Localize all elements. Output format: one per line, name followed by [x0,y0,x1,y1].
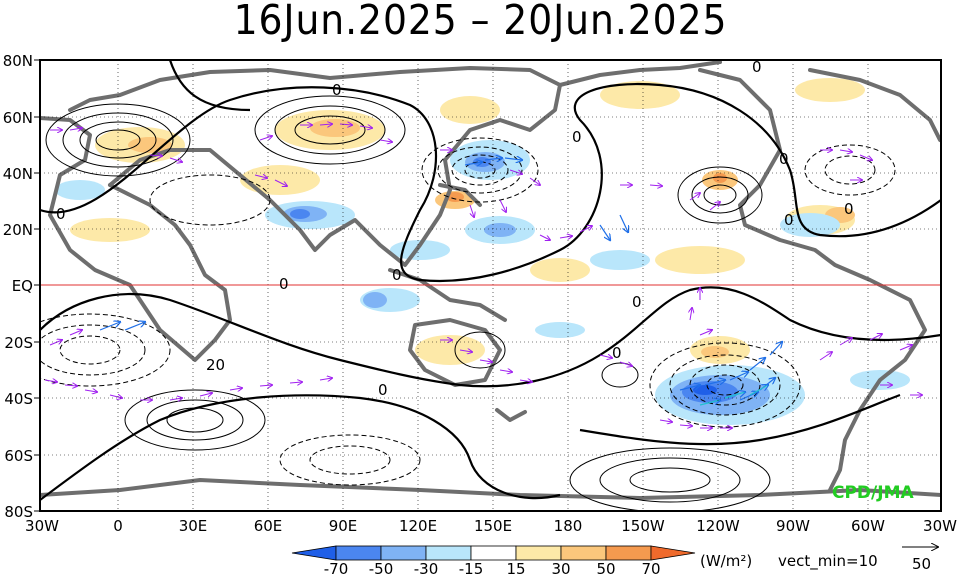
colorbar-segment [291,545,337,561]
lat-label: 60S [4,447,33,465]
lat-label: EQ [12,277,33,295]
wave-activity-vectors [44,124,922,428]
contour-label: 0 [752,58,762,76]
lon-label: 30E [179,517,208,535]
colorbar-segment [605,545,652,561]
colorbar-tick: -15 [459,560,484,575]
colorbar-unit: (W/m²) [700,552,752,570]
colorbar-segment [425,545,472,561]
contour-label: 0 [332,81,342,99]
colorbar-segment [335,545,382,561]
lon-label: 150E [474,517,512,535]
lat-label: 80N [3,52,33,70]
colorbar-tick: -30 [414,560,439,575]
colorbar-tick: -70 [324,560,349,575]
contour-label: 0 [279,275,289,293]
reference-vector-label: 50 [912,555,931,573]
lat-label: 40N [3,165,33,183]
contour-label: 0 [392,266,402,284]
colorbar-tick: 15 [506,560,525,575]
lat-label: 80S [4,503,33,521]
contour-label: 0 [784,211,794,229]
watermark-text: CPD/JMA [832,483,914,503]
lon-label: 60W [851,517,885,535]
lat-label: 20N [3,221,33,239]
contour-label: 0 [632,293,642,311]
lon-label: 150W [621,517,665,535]
lon-label: 90E [329,517,358,535]
colorbar-segment [380,545,427,561]
contour-label: 0 [378,381,388,399]
colorbar-segment [515,545,562,561]
contour-label: 0 [779,150,789,168]
lon-label: 0 [113,517,123,535]
colorbar-segment [650,545,696,561]
lon-label: 120E [399,517,437,535]
colorbar-segment [470,545,517,561]
contours-negative [40,137,896,486]
lat-label: 40S [4,390,33,408]
contour-label: 0 [844,200,854,218]
colorbar-tick: 50 [596,560,615,575]
lat-label: 60N [3,109,33,127]
lon-label: 30W [923,517,957,535]
colorbar [291,545,696,561]
lon-label: 60E [254,517,283,535]
contour-label: 0 [612,344,622,362]
lat-label: 20S [4,334,33,352]
colorbar-tick: 70 [641,560,660,575]
contour-label: 0 [56,205,66,223]
lon-label: 120W [696,517,740,535]
vector-min-label: vect_min=10 [778,552,878,571]
contour-label: 0 [572,128,582,146]
lon-label: 180 [554,517,583,535]
coastlines [40,60,941,500]
colorbar-tick: -50 [369,560,394,575]
contour-label: 20 [206,356,225,374]
chart-title: 16Jun.2025 – 20Jun.2025 [233,0,728,44]
colorbar-tick: 30 [551,560,570,575]
tick-marks [34,59,40,512]
lon-label: 30W [25,517,59,535]
lon-label: 90W [776,517,810,535]
zero-contours [40,60,941,501]
colorbar-segment [560,545,607,561]
